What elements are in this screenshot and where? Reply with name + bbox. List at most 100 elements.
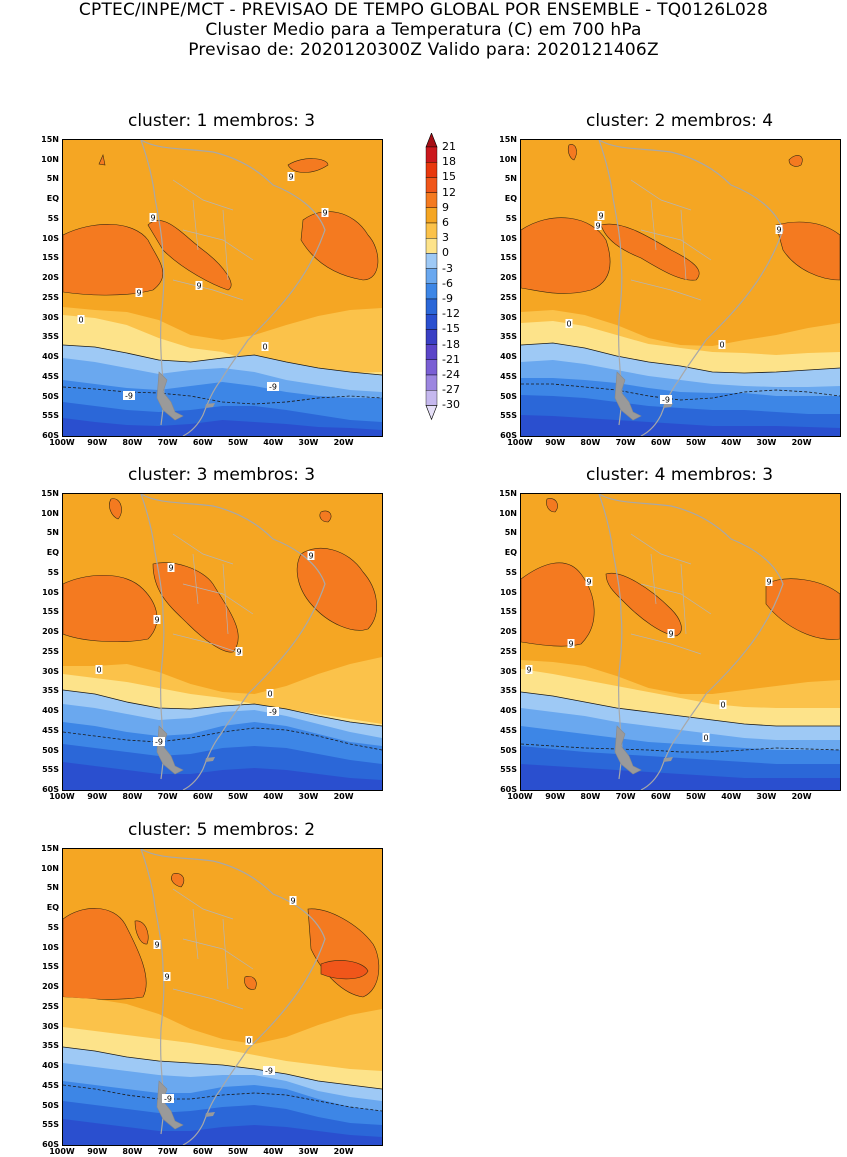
colorbar-level-label: -12 bbox=[442, 307, 460, 321]
lat-tick-label: 35S bbox=[42, 1041, 59, 1051]
colorbar-level-label: 3 bbox=[442, 231, 449, 245]
lat-tick-label: 15N bbox=[499, 135, 517, 144]
lon-tick-label: 80W bbox=[122, 1147, 143, 1156]
contour-label: 9 bbox=[307, 551, 315, 561]
warm-core-region bbox=[521, 562, 595, 647]
lon-tick-label: 80W bbox=[580, 438, 601, 447]
contour-label: 0 bbox=[565, 319, 573, 329]
lat-tick-label: 45S bbox=[42, 1080, 59, 1090]
contour-label: 9 bbox=[775, 225, 783, 235]
lat-tick-label: 5S bbox=[505, 567, 517, 577]
lon-tick-label: 80W bbox=[122, 792, 143, 801]
lon-tick-label: 50W bbox=[228, 1147, 248, 1156]
lat-tick-label: 10S bbox=[42, 233, 59, 243]
lat-tick-label: 15S bbox=[42, 607, 59, 617]
lat-tick-label: 20S bbox=[42, 982, 59, 992]
lon-tick-label: 60W bbox=[192, 1147, 213, 1156]
lat-tick-label: 5S bbox=[47, 567, 59, 577]
contour-label: 9 bbox=[585, 577, 593, 587]
svg-text:0: 0 bbox=[703, 734, 708, 743]
lat-tick-label: 15N bbox=[41, 489, 59, 498]
svg-text:9: 9 bbox=[196, 282, 201, 291]
contour-label: 0 bbox=[702, 733, 710, 743]
lat-tick-label: 25S bbox=[42, 646, 59, 656]
colorbar-swatch bbox=[425, 237, 438, 254]
svg-text:-9: -9 bbox=[125, 392, 133, 401]
contour-label: -9 bbox=[162, 1094, 174, 1104]
colorbar-level-label: -15 bbox=[442, 322, 460, 336]
contour-0 bbox=[63, 689, 382, 727]
contour-0 bbox=[521, 691, 840, 727]
lon-tick-label: 30W bbox=[756, 792, 777, 801]
lat-tick-label: 5N bbox=[46, 528, 59, 538]
warm-core-region bbox=[546, 498, 558, 513]
contour-label: 9 bbox=[567, 639, 575, 649]
lat-tick-label: 60S bbox=[42, 785, 59, 794]
lat-tick-label: 5N bbox=[504, 174, 517, 184]
falkland-islands bbox=[663, 757, 673, 762]
contour-0 bbox=[521, 342, 840, 374]
patagonia bbox=[614, 371, 642, 421]
lat-tick-label: 5N bbox=[46, 174, 59, 184]
lon-tick-label: 90W bbox=[87, 792, 108, 801]
lat-tick-label: 5S bbox=[47, 213, 59, 223]
svg-text:9: 9 bbox=[236, 648, 241, 657]
band-minus-15 bbox=[521, 764, 840, 790]
lat-tick-label: 20S bbox=[500, 627, 517, 637]
lon-tick-label: 40W bbox=[263, 1147, 284, 1156]
contour-label: -9 bbox=[123, 391, 135, 401]
lat-tick-label: 40S bbox=[42, 706, 59, 716]
lat-tick-label: 35S bbox=[42, 686, 59, 696]
lat-tick-label: 50S bbox=[42, 745, 59, 755]
colorbar-level-label: 15 bbox=[442, 170, 456, 184]
lat-tick-label: 55S bbox=[500, 765, 517, 775]
contour-label: -9 bbox=[267, 382, 279, 392]
svg-text:0: 0 bbox=[96, 666, 101, 675]
contour-minus-9 bbox=[521, 743, 840, 753]
contour-label: 9 bbox=[153, 615, 161, 625]
subtitle-dates: Previsao de: 2020120300Z Valido para: 20… bbox=[188, 40, 659, 60]
lon-tick-label: 70W bbox=[615, 438, 636, 447]
svg-text:0: 0 bbox=[78, 316, 83, 325]
lat-tick-label: 60S bbox=[500, 431, 517, 440]
svg-text:9: 9 bbox=[776, 226, 781, 235]
lon-tick-label: 100W bbox=[507, 438, 533, 447]
warm-core-region bbox=[171, 873, 185, 888]
main-title: CPTEC/INPE/MCT - PREVISAO DE TEMPO GLOBA… bbox=[78, 0, 769, 20]
warm-core-region bbox=[63, 224, 164, 296]
colorbar-top-arrow bbox=[425, 133, 438, 148]
cluster-map-3: 9 9 9 9 0 0 -9 -9 bbox=[62, 493, 383, 791]
contour-minus-9 bbox=[63, 1084, 382, 1112]
band-minus-15 bbox=[63, 1119, 382, 1145]
band-minus-15 bbox=[521, 415, 840, 436]
svg-text:0: 0 bbox=[267, 690, 272, 699]
lat-tick-label: 10S bbox=[42, 587, 59, 597]
contour-label: 0 bbox=[719, 700, 727, 710]
contour-label: -9 bbox=[263, 1066, 275, 1076]
lon-tick-label: 60W bbox=[192, 792, 213, 801]
lat-tick-label: EQ bbox=[504, 194, 517, 204]
lat-tick-label: 30S bbox=[500, 312, 517, 322]
colorbar-swatch bbox=[425, 146, 438, 163]
colorbar-level-label: 9 bbox=[442, 200, 449, 214]
svg-text:9: 9 bbox=[668, 630, 673, 639]
svg-text:0: 0 bbox=[262, 343, 267, 352]
svg-text:9: 9 bbox=[595, 222, 600, 231]
lat-tick-label: 10N bbox=[499, 508, 517, 518]
warm-core-region bbox=[319, 510, 332, 523]
lat-tick-label: 40S bbox=[42, 352, 59, 362]
contour-0 bbox=[63, 1046, 382, 1090]
lat-tick-label: 50S bbox=[500, 391, 517, 401]
svg-text:9: 9 bbox=[322, 209, 327, 218]
cluster-map-4: 9 9 9 9 9 0 0 bbox=[520, 493, 841, 791]
contour-label: 9 bbox=[287, 172, 295, 182]
colorbar-swatch bbox=[425, 390, 438, 406]
colorbar-level-label: -9 bbox=[442, 292, 453, 305]
lon-tick-label: 30W bbox=[756, 438, 777, 447]
warm-core-region bbox=[600, 223, 700, 281]
svg-text:9: 9 bbox=[154, 941, 159, 950]
lon-tick-label: 40W bbox=[721, 792, 742, 801]
lat-tick-label: 15N bbox=[499, 489, 517, 498]
svg-text:9: 9 bbox=[154, 616, 159, 625]
lat-tick-label: 35S bbox=[42, 332, 59, 342]
